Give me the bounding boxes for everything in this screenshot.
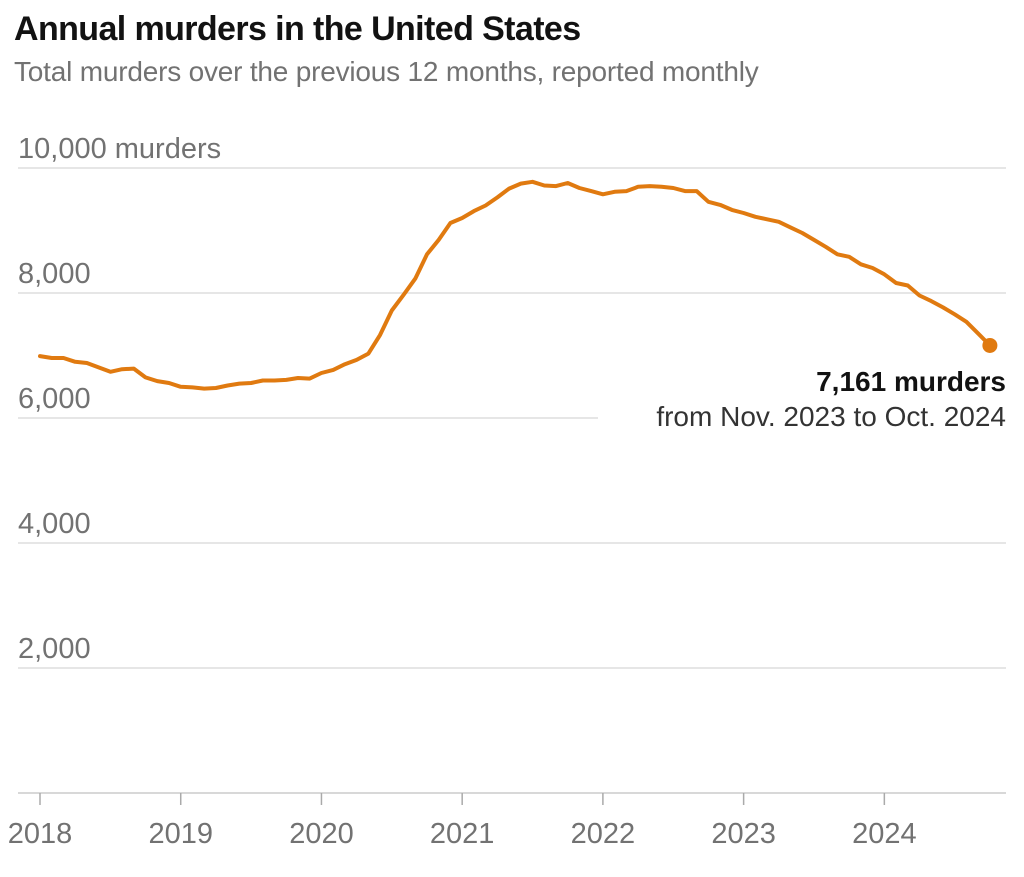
chart-subtitle: Total murders over the previous 12 month…: [14, 56, 759, 87]
x-tick-label: 2024: [852, 818, 917, 850]
annotation-background: [598, 398, 1010, 434]
y-axis-tick-labels: 10,000 murders 8,000 6,000 4,000 2,000: [18, 133, 221, 665]
x-tick-label: 2022: [571, 818, 636, 850]
y-tick-label: 10,000 murders: [18, 133, 221, 165]
x-tick-label: 2019: [148, 818, 213, 850]
y-tick-label: 6,000: [18, 383, 91, 415]
series-line: [38, 179, 992, 391]
series-layer: [38, 179, 998, 391]
x-axis: 2018 2019 2020 2021 2022 2023 2024: [8, 792, 1006, 850]
x-tick-label: 2023: [711, 818, 776, 850]
end-point-marker: [982, 337, 998, 353]
y-tick-label: 8,000: [18, 258, 91, 290]
x-tick-label: 2021: [430, 818, 495, 850]
x-tick-label: 2018: [8, 818, 73, 850]
x-tick-label: 2020: [289, 818, 354, 850]
annotation-value-label: 7,161 murders: [816, 366, 1006, 397]
y-tick-label: 4,000: [18, 508, 91, 540]
annotation-range-label: from Nov. 2023 to Oct. 2024: [656, 401, 1006, 432]
end-annotation: 7,161 murders from Nov. 2023 to Oct. 202…: [598, 366, 1010, 434]
chart-title: Annual murders in the United States: [14, 10, 581, 48]
y-tick-label: 2,000: [18, 633, 91, 665]
